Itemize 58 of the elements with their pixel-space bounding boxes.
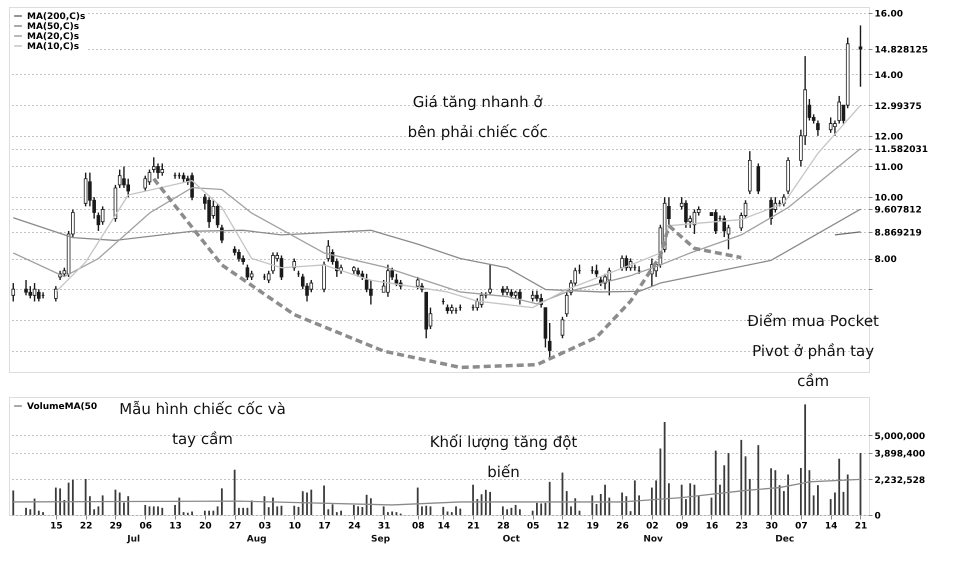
legend-label: MA(50,C)s <box>27 22 80 32</box>
y-tick-label: 11.582031 <box>874 145 928 156</box>
legend-label: VolumeMA(50 <box>27 402 98 412</box>
x-tick-label: 21 <box>467 522 480 532</box>
annotation: Giá tăng nhanh ở bên phải chiếc cốc <box>408 92 548 141</box>
x-tick-label: 31 <box>378 522 390 532</box>
y-tick-label: 14.828125 <box>874 46 928 56</box>
x-tick-label: 14 <box>824 522 838 532</box>
annotation: Khối lượng tăng đột biến <box>430 432 578 481</box>
x-tick-label: 24 <box>348 522 361 532</box>
x-tick-label: 19 <box>586 522 600 532</box>
x-tick-label: 26 <box>616 522 629 532</box>
x-tick-label: 08 <box>412 522 424 532</box>
legend-label: MA(10,C)s <box>27 42 80 52</box>
text: Dec <box>775 534 794 545</box>
y-tick-label: 11.00 <box>874 162 903 173</box>
x-tick-label: 09 <box>676 522 688 532</box>
y-tick-label: 5,000,000 <box>874 432 926 442</box>
x-tick-label: 28 <box>497 522 510 532</box>
x-tick-label: 06 <box>139 522 152 532</box>
text: Oct <box>502 534 521 545</box>
text: Jul <box>126 534 140 545</box>
y-tick-label: 8.00 <box>874 255 897 266</box>
x-tick-label: 29 <box>110 522 122 532</box>
x-tick-label: 20 <box>199 522 212 532</box>
text: Nov <box>643 534 664 545</box>
x-tick-label: 22 <box>80 522 92 532</box>
annotation: Điểm mua Pocket Pivot ở phần tay cầm <box>747 312 880 390</box>
x-tick-label: 05 <box>526 522 540 532</box>
x-tick-label: 16 <box>706 522 718 532</box>
x-tick-label: 23 <box>736 522 748 532</box>
y-tick-label: 10.00 <box>874 194 903 204</box>
x-tick-label: 15 <box>50 522 63 532</box>
x-tick-label: 21 <box>854 522 868 532</box>
x-tick-label: 13 <box>169 522 182 532</box>
y-tick-label: 3,898,400 <box>874 449 926 460</box>
x-tick-label: 03 <box>258 522 272 532</box>
y-tick-label: 9.607812 <box>874 206 922 216</box>
x-tick-label: 07 <box>795 522 808 532</box>
legend-label: MA(200,C)s <box>27 12 86 22</box>
x-tick-label: 12 <box>556 522 570 532</box>
legend-label: MA(20,C)s <box>27 32 80 42</box>
x-tick-label: 10 <box>288 522 302 532</box>
x-tick-label: 14 <box>437 522 450 532</box>
x-tick-label: 30 <box>765 522 778 532</box>
x-tick-label: 27 <box>228 522 242 532</box>
y-tick-label: 16.00 <box>874 10 903 20</box>
y-tick-label: 2,232,528 <box>874 476 926 486</box>
annotation: Mẫu hình chiếc cốc và tay cầm <box>119 400 286 448</box>
y-tick-label: 8.869219 <box>874 228 922 238</box>
text: Sep <box>371 534 391 545</box>
y-tick-label: 0 <box>874 512 881 522</box>
y-tick-label: 12.99375 <box>874 102 922 112</box>
y-tick-label: 12.00 <box>874 132 903 142</box>
y-tick-label: 14.00 <box>874 70 903 81</box>
x-tick-label: 02 <box>646 522 659 532</box>
text: Aug <box>246 534 267 545</box>
x-tick-label: 17 <box>318 522 331 532</box>
